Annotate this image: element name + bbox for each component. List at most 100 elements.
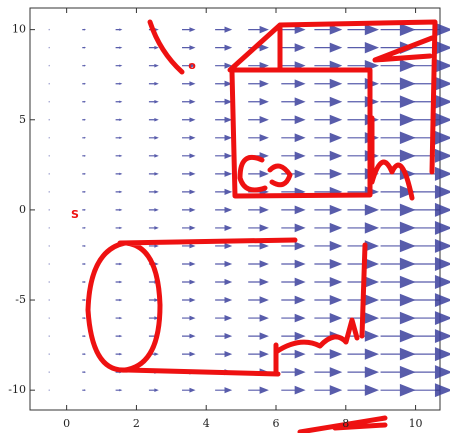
arrow: [413, 329, 450, 344]
arrow: [314, 222, 343, 233]
arrow: [215, 116, 233, 123]
arrow: [182, 279, 196, 285]
scribble: [237, 154, 293, 193]
arrow: [182, 27, 196, 33]
arrow: [248, 386, 269, 394]
arrow: [82, 190, 86, 193]
arrow: [148, 226, 159, 230]
arrow: [215, 26, 233, 33]
arrow: [248, 278, 269, 286]
arrow: [281, 151, 306, 161]
arrow: [380, 131, 416, 145]
arrow: [48, 281, 50, 284]
arrow: [82, 389, 86, 392]
arrow: [413, 238, 450, 253]
arrow: [314, 258, 343, 270]
y-tick-label: 0: [19, 203, 26, 216]
arrow: [248, 152, 269, 160]
arrow: [182, 351, 196, 357]
arrow: [314, 204, 343, 215]
arrow: [215, 170, 233, 177]
arrow: [380, 257, 416, 271]
arrow: [413, 365, 450, 380]
arrow: [148, 117, 159, 122]
arrow: [182, 153, 196, 159]
arrow: [148, 244, 159, 248]
arrow: [148, 81, 159, 86]
arrow: [148, 352, 159, 356]
arrow: [347, 41, 379, 54]
arrow: [182, 387, 196, 393]
arrow: [347, 366, 379, 378]
arrow: [115, 298, 123, 302]
x-tick-label: 10: [409, 417, 423, 430]
arrow: [82, 262, 86, 265]
x-tick-label: 2: [133, 417, 140, 430]
x-tick-label: 0: [63, 417, 70, 430]
stroke: [147, 19, 185, 75]
arrow: [182, 171, 196, 177]
arrow: [48, 190, 50, 193]
y-tick-label: 5: [19, 113, 26, 126]
arrow: [413, 293, 450, 308]
arrow: [380, 77, 416, 91]
arrow: [413, 220, 450, 235]
arrow: [347, 23, 379, 36]
arrow: [182, 81, 196, 87]
arrow: [115, 388, 123, 392]
arrow: [182, 207, 196, 213]
arrow: [314, 385, 343, 396]
arrow: [314, 313, 343, 324]
arrow: [115, 118, 123, 121]
arrow: [215, 314, 233, 322]
arrow: [248, 260, 269, 268]
arrow: [115, 136, 123, 140]
arrow: [48, 82, 50, 85]
box: [227, 19, 438, 199]
arrow: [413, 202, 450, 217]
arrow: [148, 154, 159, 158]
arrow: [248, 350, 269, 358]
arrow: [115, 100, 123, 103]
arrow: [115, 334, 123, 338]
handwriting: [85, 19, 438, 433]
arrow: [248, 242, 269, 250]
arrow: [380, 275, 416, 289]
arrow: [82, 172, 86, 175]
arrow: [281, 25, 306, 35]
arrow: [380, 95, 416, 109]
arrow: [148, 63, 159, 68]
arrow: [413, 40, 450, 55]
annotation: o: [188, 59, 196, 72]
arrow: [215, 134, 233, 141]
arrow: [380, 221, 416, 235]
arrow: [82, 299, 86, 302]
arrow: [182, 189, 196, 195]
arrow: [82, 136, 86, 139]
arrow: [380, 41, 416, 54]
arrow: [314, 24, 343, 35]
stroke: [297, 415, 388, 433]
arrow: [82, 46, 86, 49]
x-tick-label: 6: [273, 417, 280, 430]
arrow: [48, 262, 50, 265]
arrow: [82, 28, 86, 31]
arrow: [48, 172, 50, 175]
arrow: [248, 98, 269, 106]
arrow: [48, 226, 50, 229]
arrow: [182, 297, 196, 303]
arrow: [48, 317, 50, 320]
arrow: [314, 168, 343, 179]
annotation: S: [71, 208, 79, 221]
arrow: [115, 190, 123, 194]
arrow: [380, 311, 416, 325]
arrow: [215, 242, 233, 250]
arrow: [380, 113, 416, 127]
arrow: [182, 135, 196, 141]
arrow: [314, 96, 343, 107]
arrow: [281, 79, 306, 89]
arrow: [82, 154, 86, 157]
arrow: [48, 371, 50, 374]
arrow: [281, 367, 306, 377]
arrow: [48, 136, 50, 139]
